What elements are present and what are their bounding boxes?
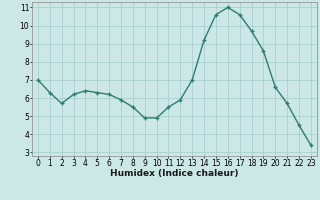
X-axis label: Humidex (Indice chaleur): Humidex (Indice chaleur) bbox=[110, 169, 239, 178]
